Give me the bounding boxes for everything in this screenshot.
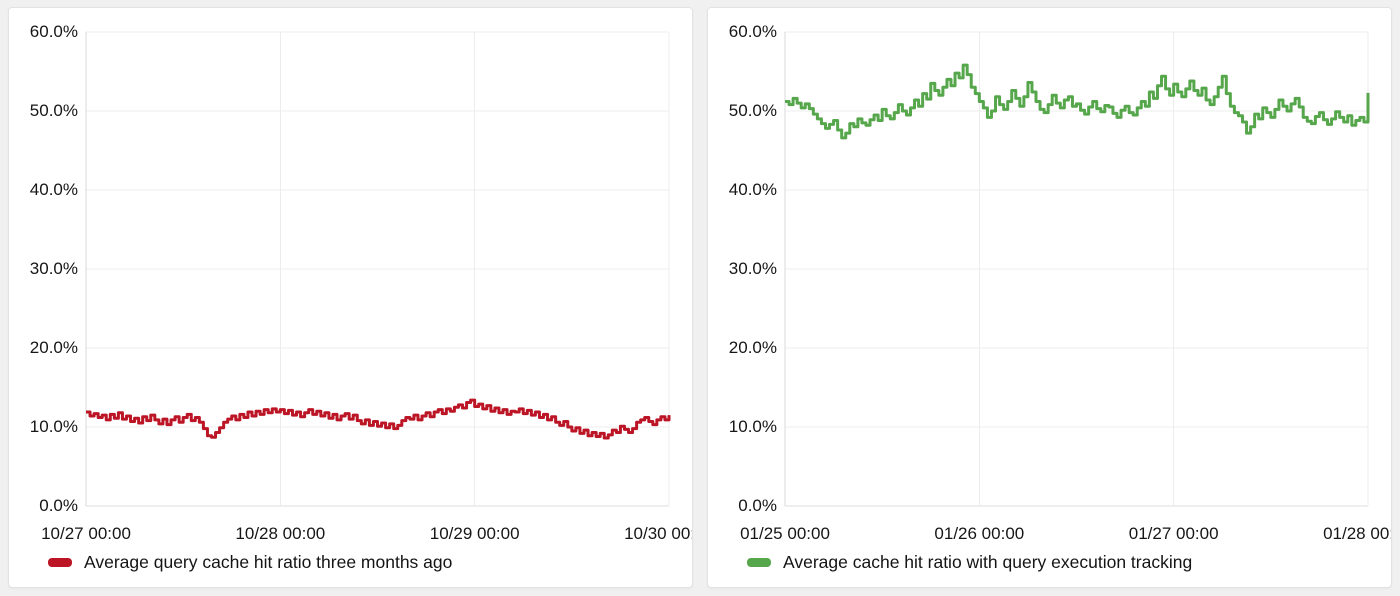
y-axis-tick-label: 20.0% bbox=[29, 338, 78, 357]
legend-series-label: Average query cache hit ratio three mont… bbox=[84, 551, 453, 572]
y-axis-tick-label: 30.0% bbox=[29, 259, 78, 278]
y-axis-tick-label: 50.0% bbox=[728, 101, 777, 120]
legend: Average cache hit ratio with query execu… bbox=[747, 551, 1192, 573]
y-axis-tick-label: 60.0% bbox=[29, 22, 78, 41]
x-axis-tick-label: 10/30 00:00 bbox=[624, 524, 692, 543]
y-axis-tick-label: 40.0% bbox=[728, 180, 777, 199]
y-axis-tick-label: 50.0% bbox=[29, 101, 78, 120]
y-axis-tick-label: 40.0% bbox=[29, 180, 78, 199]
y-axis-tick-label: 30.0% bbox=[728, 259, 777, 278]
legend-series-swatch bbox=[747, 557, 771, 567]
legend: Average query cache hit ratio three mont… bbox=[48, 551, 452, 573]
panel-cache-hit-ratio-query-execution-tracking: 60.0% 50.0% 40.0% 30.0% 20.0% 10.0% 0.0% 01/25 … bbox=[707, 7, 1392, 588]
series-line bbox=[86, 398, 671, 440]
time-series-plot[interactable]: 60.0% 50.0% 40.0% 30.0% 20.0% 10.0% 0.0% 01/25 … bbox=[708, 8, 1391, 587]
chart-canvas[interactable] bbox=[9, 8, 693, 588]
y-axis-tick-label: 0.0% bbox=[39, 496, 78, 515]
y-axis-tick-label: 10.0% bbox=[728, 417, 777, 436]
chart-canvas[interactable] bbox=[708, 8, 1392, 588]
x-axis-tick-label: 10/29 00:00 bbox=[429, 524, 520, 543]
x-axis-tick-label: 01/26 00:00 bbox=[934, 524, 1025, 543]
legend-item[interactable]: Average query cache hit ratio three mont… bbox=[48, 552, 452, 573]
x-axis-tick-label: 01/28 00:00 bbox=[1323, 524, 1391, 543]
legend-series-label: Average cache hit ratio with query execu… bbox=[783, 551, 1193, 572]
x-axis-tick-label: 10/27 00:00 bbox=[41, 524, 131, 543]
legend-item[interactable]: Average cache hit ratio with query execu… bbox=[747, 552, 1192, 573]
x-axis-tick-label: 01/25 00:00 bbox=[740, 524, 830, 543]
series-line bbox=[785, 63, 1370, 140]
y-axis-tick-label: 20.0% bbox=[728, 338, 777, 357]
x-axis-tick-label: 10/28 00:00 bbox=[235, 524, 326, 543]
y-axis-tick-label: 10.0% bbox=[29, 417, 78, 436]
y-axis-tick-label: 60.0% bbox=[728, 22, 777, 41]
y-axis-tick-label: 0.0% bbox=[738, 496, 777, 515]
time-series-plot[interactable]: 60.0% 50.0% 40.0% 30.0% 20.0% 10.0% 0.0% 10/27 … bbox=[9, 8, 692, 587]
legend-series-swatch bbox=[48, 557, 72, 567]
panel-query-cache-hit-ratio-three-months-ago: 60.0% 50.0% 40.0% 30.0% 20.0% 10.0% 0.0% 10/27 … bbox=[8, 7, 693, 588]
x-axis-tick-label: 01/27 00:00 bbox=[1128, 524, 1219, 543]
